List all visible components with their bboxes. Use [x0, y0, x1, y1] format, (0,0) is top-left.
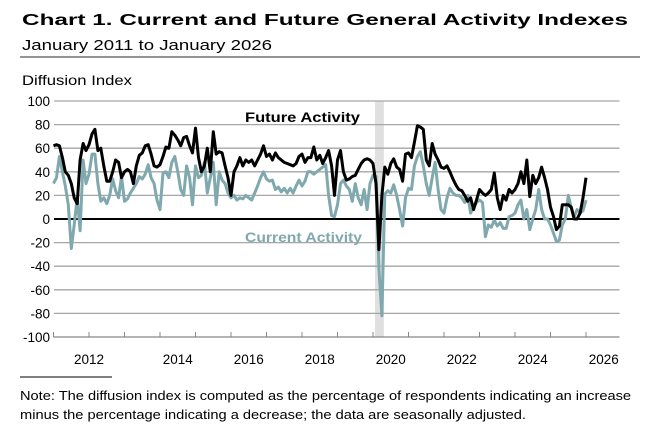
x-tick-label: 2020 — [376, 352, 406, 367]
x-axis: 2012 2014 2016 2018 2020 2022 2024 2026 — [53, 332, 620, 367]
y-tick-label: -100 — [23, 330, 50, 345]
y-tick-label: -80 — [30, 306, 50, 321]
series-line-future-activity — [52, 124, 588, 252]
y-tick-label: -20 — [30, 236, 50, 251]
y-tick-label: 80 — [35, 118, 50, 133]
x-tick-label: 2012 — [74, 352, 104, 367]
y-tick-label: -40 — [30, 259, 50, 274]
x-tick-label: 2024 — [518, 352, 549, 367]
y-tick-label: 20 — [35, 188, 50, 203]
chart-subtitle: January 2011 to January 2026 — [22, 37, 272, 54]
y-tick-label: 100 — [27, 94, 50, 109]
chart-title: Chart 1. Current and Future General Acti… — [22, 12, 628, 29]
y-tick-label: -60 — [30, 283, 50, 298]
series-line-current-activity — [52, 150, 588, 318]
y-tick-label: 60 — [35, 141, 50, 156]
y-tick-label: 40 — [35, 165, 50, 180]
x-tick-label: 2016 — [234, 352, 264, 367]
x-tick-label: 2018 — [305, 352, 335, 367]
y-axis-label: Diffusion Index — [22, 73, 132, 88]
x-tick-label: 2022 — [447, 352, 477, 367]
y-tick-label: 0 — [42, 212, 50, 227]
note-line-1: Note: The diffusion index is computed as… — [20, 389, 631, 403]
series-label-future: Future Activity — [245, 109, 360, 125]
note-line-2: minus the percentage indicating a decrea… — [20, 408, 526, 422]
x-tick-label: 2026 — [589, 352, 619, 367]
y-tick-labels: 100 80 60 40 20 0 -20 -40 -60 -80 -100 — [23, 94, 50, 345]
x-tick-label: 2014 — [163, 352, 194, 367]
series-label-current: Current Activity — [245, 229, 362, 245]
series-lines — [52, 124, 588, 318]
